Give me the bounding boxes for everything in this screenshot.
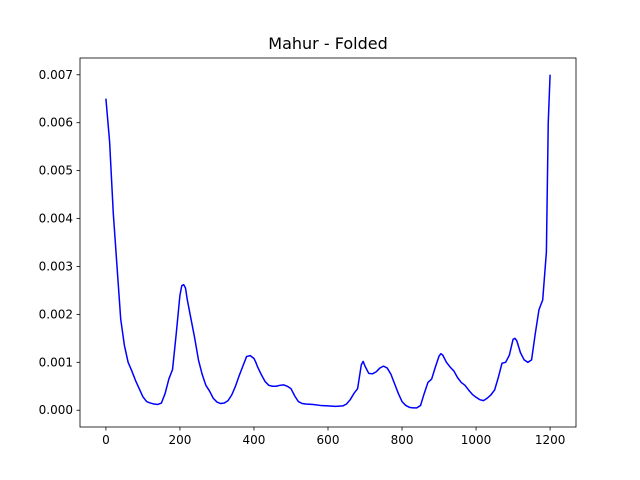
x-tick-label: 1000: [461, 433, 492, 447]
x-tick-label: 800: [391, 433, 414, 447]
x-tick-label: 200: [168, 433, 191, 447]
axes: 0 200 400 600 800 1000 1200 0.000 0.001 0.002 0.00…: [39, 57, 577, 447]
y-tick-label: 0.001: [39, 355, 73, 369]
x-tick-label: 1200: [535, 433, 566, 447]
series-line-0: [105, 74, 551, 409]
y-tick-label: 0.000: [39, 403, 73, 417]
plot-frame: [79, 57, 577, 428]
y-tick-label: 0.007: [39, 68, 73, 82]
y-tick-label: 0.006: [39, 116, 73, 130]
chart-title: Mahur - Folded: [268, 34, 387, 53]
y-tick-label: 0.003: [39, 259, 73, 273]
y-tick-label: 0.002: [39, 307, 73, 321]
x-tick-label: 600: [317, 433, 340, 447]
y-tick-label: 0.004: [39, 212, 73, 226]
y-tick-label: 0.005: [39, 164, 73, 178]
plot-area: [105, 74, 551, 409]
x-tick-label: 0: [102, 433, 110, 447]
x-tick-label: 400: [243, 433, 266, 447]
